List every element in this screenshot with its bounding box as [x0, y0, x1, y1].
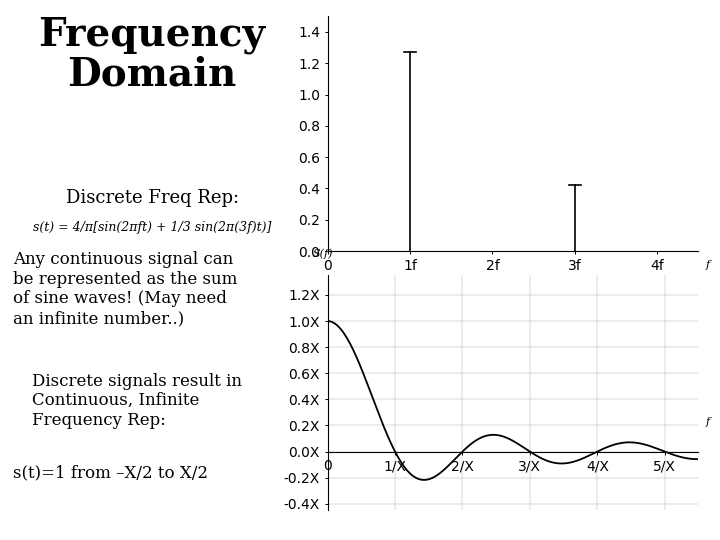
- Text: Discrete Freq Rep:: Discrete Freq Rep:: [66, 189, 238, 207]
- Text: Any continuous signal can
be represented as the sum
of sine waves! (May need
an : Any continuous signal can be represented…: [13, 251, 237, 327]
- Text: f: f: [706, 260, 710, 271]
- Text: Frequency
Domain: Frequency Domain: [38, 16, 266, 94]
- Text: (a) s(t) = (4/π) × [sin(2πft) + (1/3) sin(2π(3f)t)]: (a) s(t) = (4/π) × [sin(2πft) + (1/3) si…: [422, 289, 604, 296]
- Text: s(t) = 4/π[sin(2πft) + 1/3 sin(2π(3f)t)]: s(t) = 4/π[sin(2πft) + 1/3 sin(2π(3f)t)]: [33, 221, 271, 234]
- Text: Discrete signals result in
Continuous, Infinite
Frequency Rep:: Discrete signals result in Continuous, I…: [32, 373, 242, 429]
- Text: s(t)=1 from –X/2 to X/2: s(t)=1 from –X/2 to X/2: [13, 464, 207, 481]
- Text: S(f): S(f): [312, 248, 333, 259]
- Text: f: f: [706, 416, 710, 427]
